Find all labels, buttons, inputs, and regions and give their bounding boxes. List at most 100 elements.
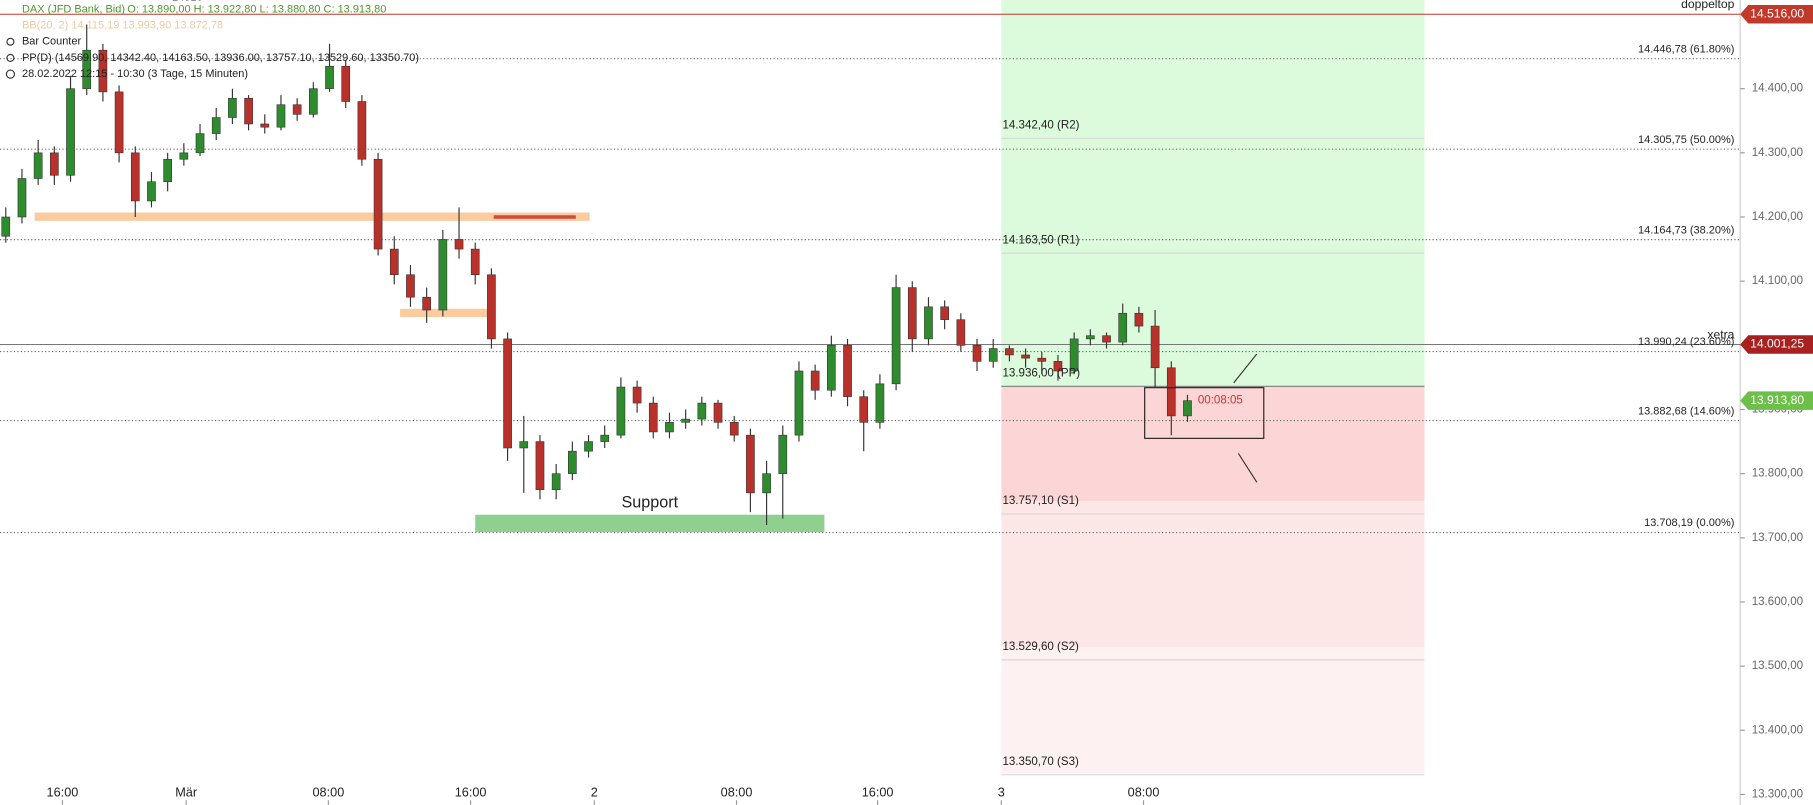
pivot-label: 14.342,40 (R2) xyxy=(1002,120,1079,132)
candle-body xyxy=(729,422,739,436)
layer xyxy=(1,24,1192,525)
y-tick-label: 13.400,00 xyxy=(1752,724,1803,736)
candle-body xyxy=(551,473,561,490)
candle-body xyxy=(357,101,367,160)
y-tick-label: 13.800,00 xyxy=(1752,468,1803,480)
candle-body xyxy=(341,65,351,102)
candle-body xyxy=(972,345,982,362)
candle-body xyxy=(746,434,755,494)
y-tick-label: 14.400,00 xyxy=(1752,83,1803,95)
pivot-label: 13.529,60 (S2) xyxy=(1002,641,1079,653)
candle-body xyxy=(1150,325,1160,369)
candle-body xyxy=(810,370,820,391)
candle-body xyxy=(373,158,383,250)
candle-body xyxy=(147,181,156,202)
fib-label: 14.446,78 (61.80%) xyxy=(1638,43,1734,55)
countdown: 00:08:05 xyxy=(1198,394,1243,406)
pp-legend: PP(D) (14569.90, 14342.40, 14163.50, 139… xyxy=(22,52,419,64)
y-tick-label: 13.700,00 xyxy=(1752,532,1803,544)
pivot-label: 14.163,50 (R1) xyxy=(1002,234,1079,246)
price-marker-label: 13.913,80 xyxy=(1750,393,1804,407)
candle-body xyxy=(33,152,43,179)
candle-body xyxy=(503,338,512,449)
candle-body xyxy=(163,158,172,182)
candle-body xyxy=(1069,338,1079,372)
candle-body xyxy=(438,239,448,311)
candle-body xyxy=(1053,361,1063,372)
candle-body xyxy=(406,274,415,298)
icon xyxy=(6,37,15,46)
candle-body xyxy=(98,49,108,93)
icon xyxy=(6,53,15,62)
candle-body xyxy=(762,473,771,494)
candle-body xyxy=(1,216,11,237)
candle-body xyxy=(66,88,75,176)
symbol: DAX (JFD Bank, Bid) xyxy=(22,3,125,15)
candle-body xyxy=(244,98,253,125)
fib-label: 14.305,75 (50.00%) xyxy=(1638,134,1734,146)
fib-label: 13.708,19 (0.00%) xyxy=(1644,517,1734,529)
candle-body xyxy=(600,434,610,442)
candle-body xyxy=(211,117,221,134)
candle-body xyxy=(179,152,189,160)
candle-body xyxy=(82,49,92,89)
y-tick-label: 13.300,00 xyxy=(1752,789,1803,801)
y-tick-label: 14.300,00 xyxy=(1752,147,1803,159)
candle-body xyxy=(1037,357,1047,362)
x-tick-label: 08:00 xyxy=(312,785,344,800)
fib-label: 14.164,73 (38.20%) xyxy=(1638,224,1734,236)
candle-body xyxy=(1134,312,1144,327)
x-tick-label: 16:00 xyxy=(47,785,79,800)
x-tick-label: 08:00 xyxy=(1128,785,1160,800)
x-tick-label: 16:00 xyxy=(455,785,487,800)
candle-body xyxy=(309,88,318,115)
x-tick-label: 3 xyxy=(998,785,1005,800)
zone xyxy=(34,212,590,221)
price-marker xyxy=(1740,391,1813,410)
fib-label: 13.990,24 (23.60%) xyxy=(1638,336,1734,348)
candle-body xyxy=(50,152,59,176)
pivot-label: 13.936,00 (PP) xyxy=(1002,368,1080,380)
candle-body xyxy=(276,104,286,128)
price-marker-label: 14.516,00 xyxy=(1750,6,1804,20)
candle-body xyxy=(859,396,869,423)
candle-body xyxy=(1183,400,1192,417)
candle-body xyxy=(195,133,205,154)
candle-body xyxy=(956,319,966,346)
y-tick-label: 13.500,00 xyxy=(1752,660,1803,672)
candle-body xyxy=(422,296,431,311)
candle-body xyxy=(632,386,642,404)
candle-body xyxy=(1086,335,1095,340)
candle-body xyxy=(260,123,270,128)
x-tick-label: Mär xyxy=(175,785,198,800)
candle-body xyxy=(130,152,140,202)
candle-body xyxy=(487,274,496,340)
candle-body xyxy=(1166,367,1176,417)
candle-body xyxy=(681,418,690,423)
bb: BB(20, 2) 14.115,19 13.993,90 13.872,78 xyxy=(22,19,223,31)
x-tick-label: 16:00 xyxy=(862,785,894,800)
zone-label: Support xyxy=(621,493,678,511)
marker-note: xetra xyxy=(1707,327,1734,341)
candle-body xyxy=(648,402,658,433)
price-marker xyxy=(1740,4,1813,24)
candle-body xyxy=(1102,335,1111,343)
candle-body xyxy=(940,306,949,320)
candle-body xyxy=(519,441,529,449)
candle-body xyxy=(697,402,707,420)
candle-body xyxy=(875,383,885,423)
candle-body xyxy=(1118,312,1128,343)
pivot-zone xyxy=(1001,647,1425,774)
candle-body xyxy=(794,370,804,436)
y-tick-label: 13.600,00 xyxy=(1752,596,1803,608)
candle-body xyxy=(907,287,917,340)
pivot-label: 13.350,70 (S3) xyxy=(1002,756,1079,768)
candle-body xyxy=(988,348,998,362)
pivot-zone xyxy=(1001,501,1425,648)
pivot-label: 13.757,10 (S1) xyxy=(1002,495,1079,507)
candle-body xyxy=(1005,348,1014,356)
price-marker xyxy=(1740,335,1813,354)
